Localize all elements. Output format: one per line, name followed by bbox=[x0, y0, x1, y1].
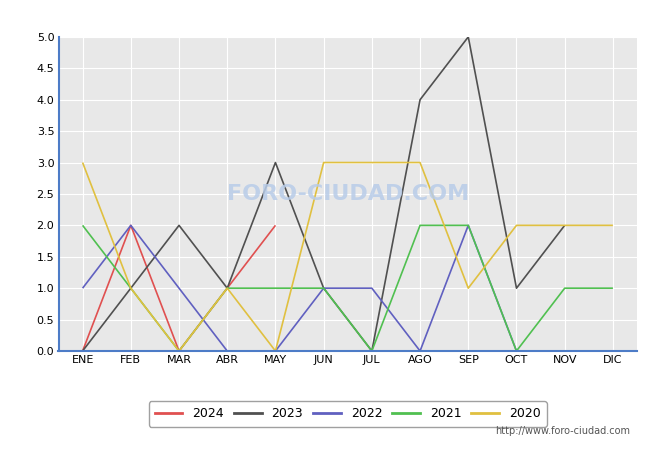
Text: http://www.foro-ciudad.com: http://www.foro-ciudad.com bbox=[495, 427, 630, 436]
Text: Matriculaciones de Vehiculos en Moeche: Matriculaciones de Vehiculos en Moeche bbox=[170, 9, 480, 24]
Text: FORO-CIUDAD.COM: FORO-CIUDAD.COM bbox=[227, 184, 469, 204]
Legend: 2024, 2023, 2022, 2021, 2020: 2024, 2023, 2022, 2021, 2020 bbox=[149, 401, 547, 427]
